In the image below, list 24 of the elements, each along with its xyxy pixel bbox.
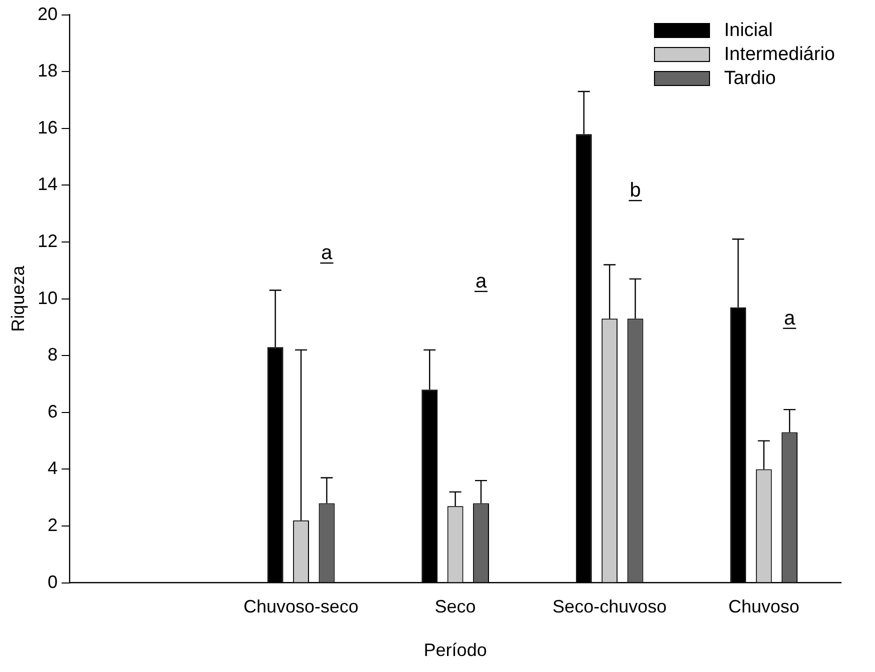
y-tick-label: 2 [48,514,58,535]
legend-label: Tardio [724,68,776,90]
x-tick-label: Seco [434,596,476,617]
legend-label: Intermediário [724,44,835,66]
y-tick-label: 0 [48,572,58,592]
legend-label: Inicial [724,20,773,42]
annotation: b [630,180,641,202]
annotation: a [784,307,796,330]
y-tick-label: 6 [48,401,58,422]
y-tick-label: 14 [38,174,58,194]
y-tick-label: 12 [38,230,58,251]
y-tick-label: 18 [38,60,58,81]
x-tick-label: Chuvoso-seco [244,596,359,617]
annotation: a [321,242,334,264]
y-tick-label: 4 [48,458,58,478]
y-tick-label: 20 [38,4,58,24]
x-tick-label: Chuvoso [728,596,800,617]
y-tick-label: 16 [38,117,58,138]
x-axis-title: Período [424,640,487,660]
annotation: a [475,270,488,292]
x-tick-label: Seco-chuvoso [552,596,667,617]
y-tick-label: 10 [38,288,58,308]
y-axis-title: Riqueza [8,264,28,332]
y-tick-label: 8 [48,344,58,365]
